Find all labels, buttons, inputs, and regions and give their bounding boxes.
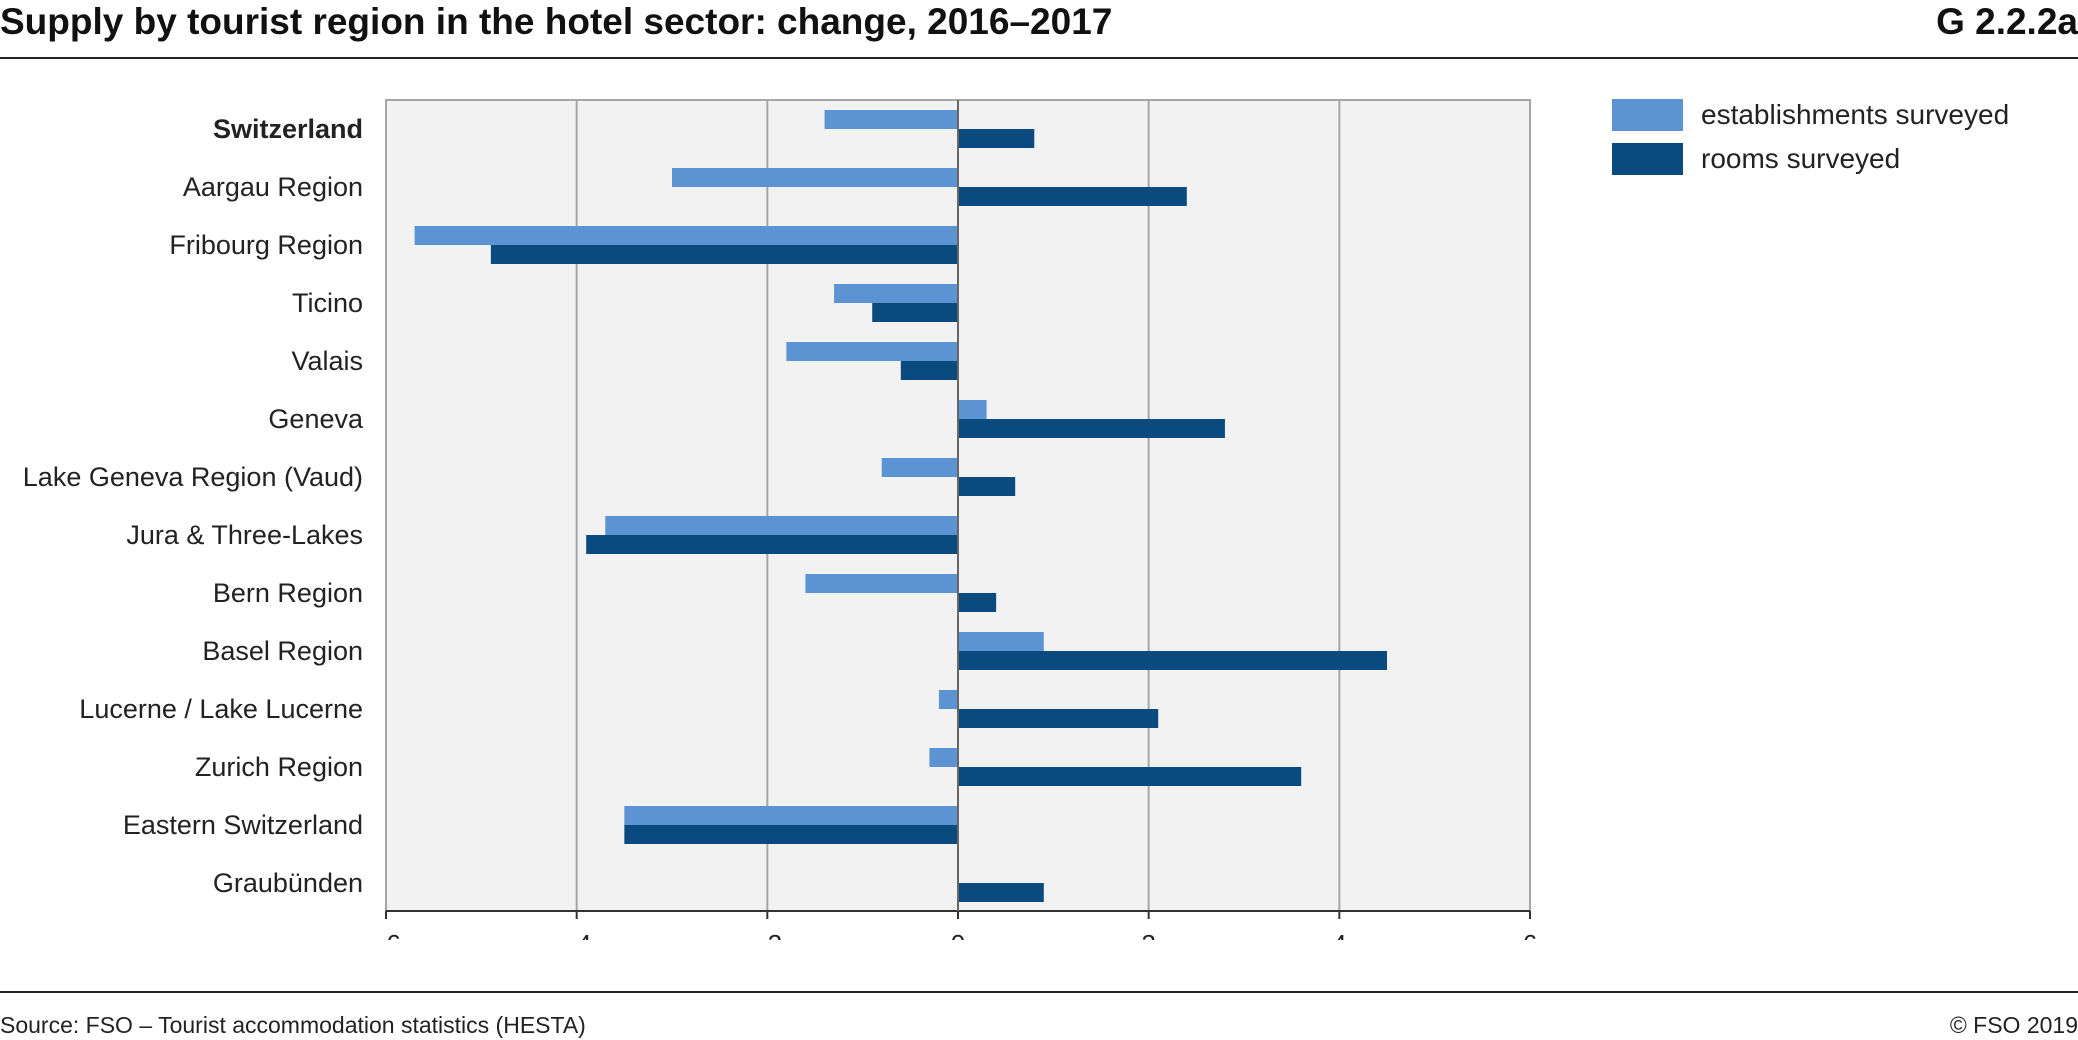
x-tick-label: 4 [1332, 929, 1346, 940]
bar-rooms [958, 187, 1187, 206]
bar-establishments [414, 226, 959, 245]
category-label: Jura & Three-Lakes [126, 520, 363, 550]
bar-establishments [805, 574, 958, 593]
bar-establishments [938, 690, 958, 709]
bar-establishments [881, 458, 958, 477]
footer-rule [0, 991, 2078, 993]
figure-id: G 2.2.2a [1936, 1, 2078, 42]
category-label: Zurich Region [195, 752, 363, 782]
bar-establishments [958, 632, 1044, 651]
category-label: Fribourg Region [169, 230, 363, 260]
category-label: Switzerland [213, 114, 363, 144]
category-label: Ticino [292, 288, 363, 318]
bar-establishments [958, 400, 987, 419]
category-label: Aargau Region [183, 172, 363, 202]
category-label: Lake Geneva Region (Vaud) [23, 462, 363, 492]
category-label: Lucerne / Lake Lucerne [79, 694, 363, 724]
legend-swatch-rooms [1612, 143, 1683, 175]
bar-rooms [958, 129, 1035, 148]
bar-rooms [490, 245, 958, 264]
bar-rooms [872, 303, 958, 322]
category-label: Basel Region [202, 636, 363, 666]
category-label: Geneva [268, 404, 364, 434]
x-tick-label: −4 [562, 929, 592, 940]
legend-swatch-establishments [1612, 99, 1683, 131]
bar-establishments [824, 110, 958, 129]
category-label: Eastern Switzerland [123, 810, 363, 840]
bar-chart: −6 −4 −2 0 2 4 6 Switzerland Aargau Region Fribou… [23, 99, 1537, 940]
bar-rooms [900, 361, 958, 380]
bar-rooms [958, 419, 1225, 438]
header-rule [0, 57, 2078, 59]
chart-title: Supply by tourist region in the hotel se… [0, 1, 1113, 42]
bar-rooms [624, 825, 958, 844]
bar-rooms [958, 709, 1159, 728]
x-tick-label: 6 [1523, 929, 1537, 940]
category-label: Bern Region [213, 578, 363, 608]
bar-establishments [929, 748, 958, 767]
x-tick-label: −6 [371, 929, 401, 940]
bar-rooms [958, 477, 1016, 496]
x-tick-label: −2 [753, 929, 783, 940]
source-note: Source: FSO – Tourist accommodation stat… [0, 1012, 586, 1038]
bar-establishments [624, 806, 958, 825]
bar-establishments [672, 168, 958, 187]
legend-label-establishments: establishments surveyed [1701, 99, 2010, 130]
x-tick-label: 2 [1141, 929, 1155, 940]
bar-rooms [958, 767, 1302, 786]
bar-establishments [786, 342, 958, 361]
bar-establishments [834, 284, 958, 303]
bar-rooms [586, 535, 958, 554]
x-tick-label: 0 [951, 929, 965, 940]
copyright-note: © FSO 2019 [1949, 1012, 2078, 1038]
category-label: Graubünden [213, 868, 363, 898]
legend-label-rooms: rooms surveyed [1701, 143, 1901, 174]
bar-rooms [958, 651, 1387, 670]
category-label: Valais [291, 346, 363, 376]
bar-establishments [605, 516, 958, 535]
bar-rooms [958, 593, 997, 612]
bar-rooms [958, 883, 1044, 902]
